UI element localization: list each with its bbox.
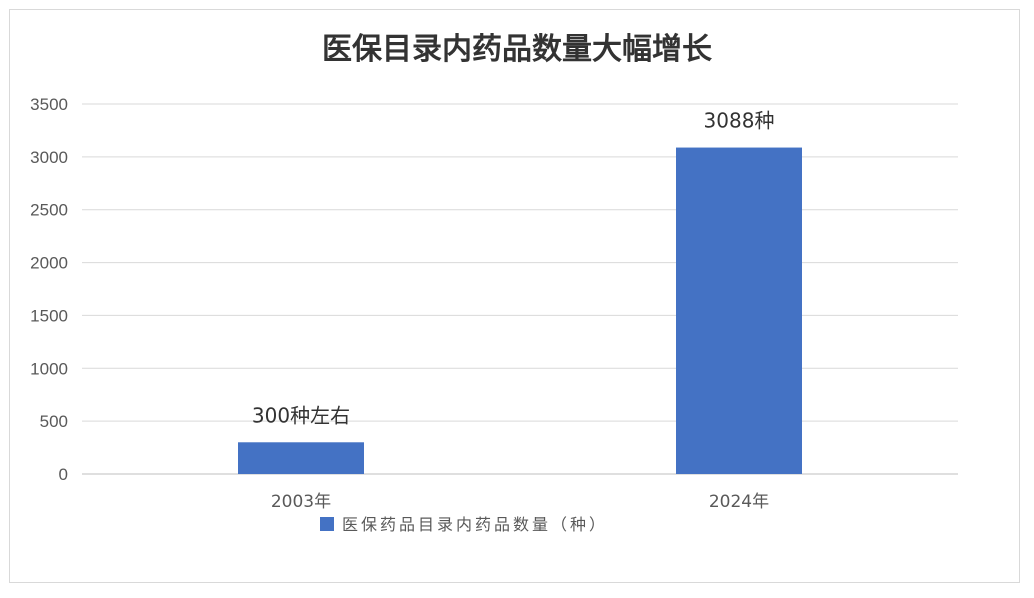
chart-title: 医保目录内药品数量大幅增长 xyxy=(322,32,712,67)
bars xyxy=(238,147,802,474)
y-tick-label: 1500 xyxy=(30,306,68,325)
y-tick-label: 3500 xyxy=(30,95,68,114)
bar xyxy=(676,147,802,474)
y-axis-ticks: 0 500 1000 1500 2000 2500 3000 3500 xyxy=(30,95,68,484)
data-label: 300种左右 xyxy=(252,403,350,427)
y-tick-label: 500 xyxy=(40,412,68,431)
y-tick-label: 0 xyxy=(59,465,68,484)
data-label: 3088种 xyxy=(704,109,775,133)
y-tick-label: 3000 xyxy=(30,148,68,167)
bar xyxy=(238,442,364,474)
gridlines xyxy=(82,103,958,475)
y-tick-label: 2000 xyxy=(30,254,68,273)
legend-label: 医保药品目录内药品数量（种） xyxy=(342,515,608,534)
legend: 医保药品目录内药品数量（种） xyxy=(320,515,608,534)
chart-frame xyxy=(9,9,1020,583)
x-axis-categories: 2003年 2024年 xyxy=(271,492,769,512)
x-tick-label: 2003年 xyxy=(271,492,331,512)
y-tick-label: 1000 xyxy=(30,359,68,378)
data-labels: 300种左右 3088种 xyxy=(252,109,775,428)
y-tick-label: 2500 xyxy=(30,201,68,220)
legend-swatch xyxy=(320,517,334,531)
x-tick-label: 2024年 xyxy=(709,492,769,512)
